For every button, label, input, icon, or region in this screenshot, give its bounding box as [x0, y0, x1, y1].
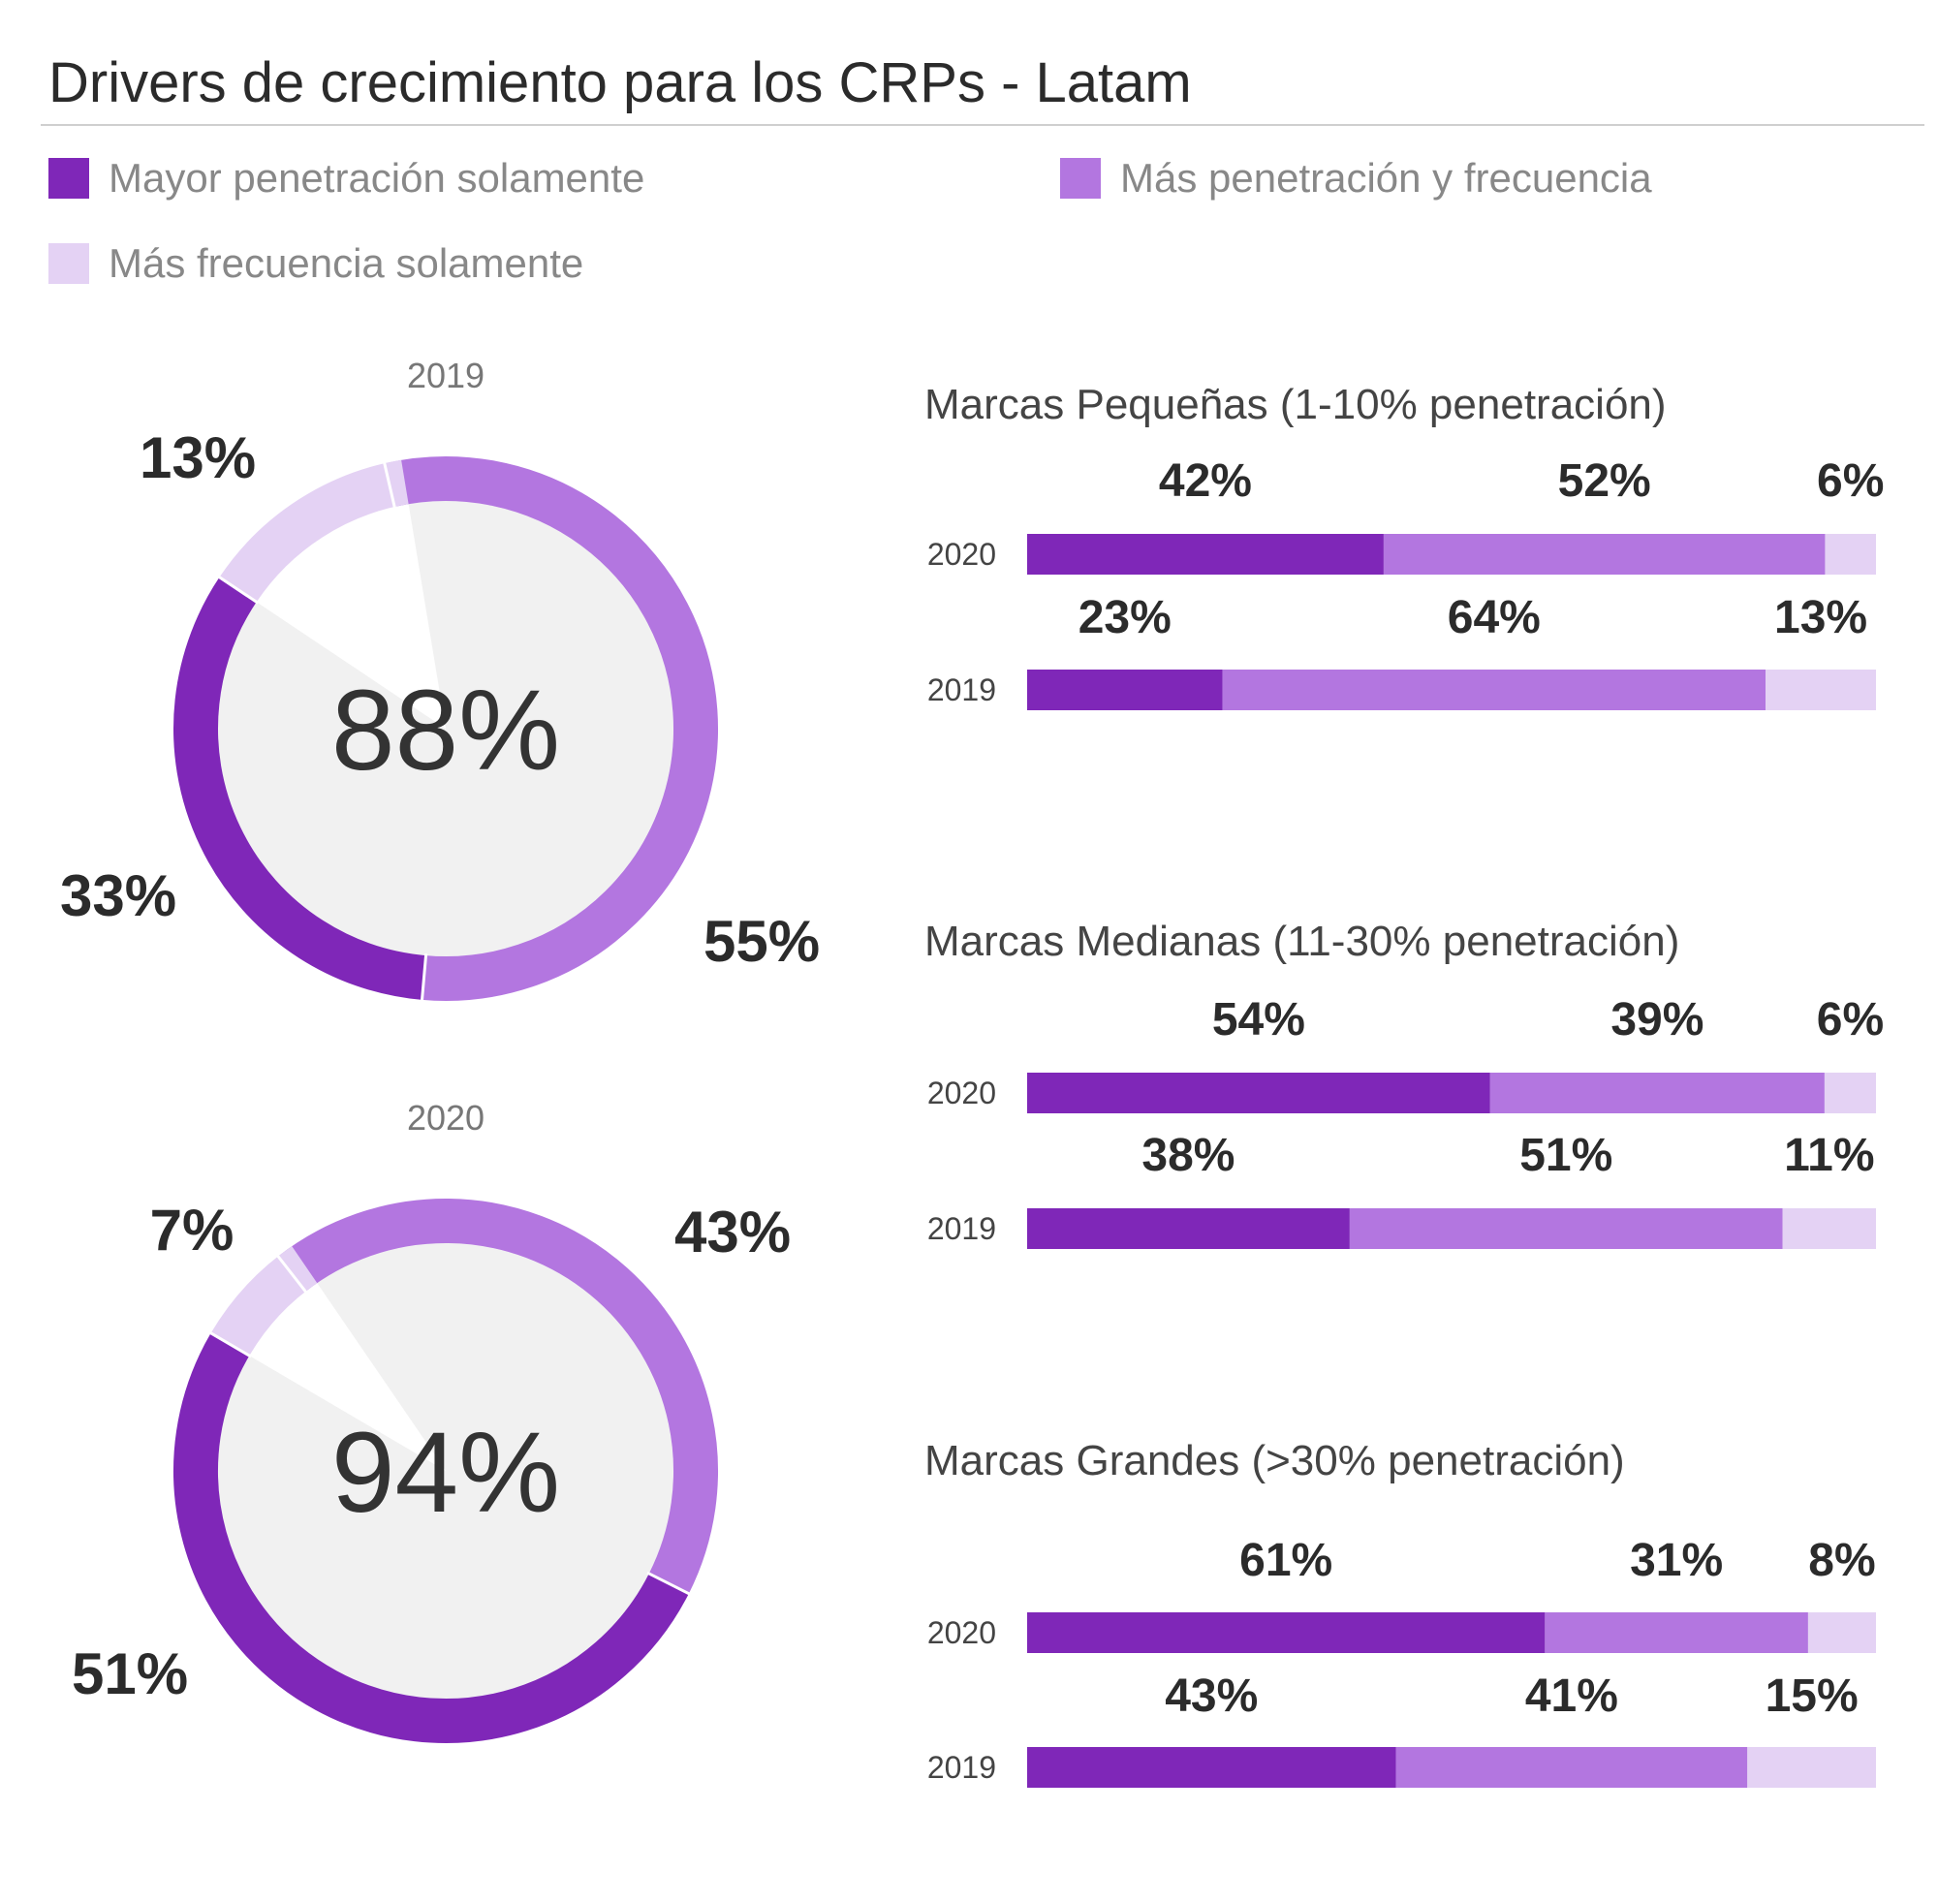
bar-segment	[1766, 670, 1876, 710]
bar-segment	[1027, 1073, 1490, 1113]
bar-value-label: 61%	[1239, 1535, 1332, 1586]
donut-year-label: 2020	[407, 1098, 484, 1138]
donut-separator	[420, 952, 428, 1003]
donut-slice-label: 43%	[674, 1200, 791, 1264]
bar-row-year: 2020	[927, 537, 996, 572]
bar-segment	[1027, 670, 1223, 710]
bar-segment	[1027, 1612, 1546, 1653]
bar-value-label: 64%	[1448, 592, 1541, 643]
chart-title: Drivers de crecimiento para los CRPs - L…	[48, 51, 1192, 114]
donut-separator	[382, 460, 397, 510]
bar-value-label: 38%	[1141, 1130, 1235, 1181]
bar-value-label: 13%	[1774, 592, 1867, 643]
donut-slice	[173, 1332, 689, 1743]
donut-slice-label: 55%	[703, 909, 820, 974]
bar-value-label: 15%	[1766, 1670, 1859, 1722]
donut-slice-label: 33%	[60, 863, 176, 928]
bar-row-year: 2019	[927, 1750, 996, 1785]
donut-2020: 2020 94% 51% 43% 7%	[72, 1098, 791, 1743]
legend-swatch	[48, 158, 89, 199]
bar-segment	[1747, 1747, 1876, 1788]
donut-slice-label: 13%	[140, 425, 256, 490]
bar-segment	[1395, 1747, 1748, 1788]
bar-row-year: 2019	[927, 672, 996, 707]
legend-swatch	[48, 243, 89, 284]
legend-item-penetracion-y-frecuencia: Más penetración y frecuencia	[1060, 155, 1652, 202]
donut-year-label: 2019	[407, 356, 484, 395]
donut-center-value: 88%	[331, 667, 560, 795]
donut-slice	[173, 577, 426, 1000]
bar-segment	[1545, 1612, 1808, 1653]
bar-segment	[1825, 534, 1876, 575]
bar-group: Marcas Medianas (11-30% penetración) 2020…	[924, 918, 1884, 1249]
bar-value-label: 31%	[1630, 1535, 1723, 1586]
bar-segment	[1782, 1208, 1876, 1249]
legend-item-mayor-penetracion: Mayor penetración solamente	[48, 155, 644, 202]
bar-value-label: 54%	[1212, 994, 1305, 1046]
donut-separator	[216, 575, 260, 605]
donut-2019: 2019 88% 33% 55% 13%	[60, 356, 820, 1003]
legend-label: Mayor penetración solamente	[109, 155, 645, 201]
bar-row-year: 2019	[927, 1211, 996, 1246]
bar-value-label: 41%	[1525, 1670, 1618, 1722]
bar-group-title: Marcas Grandes (>30% penetración)	[924, 1437, 1625, 1484]
bar-segment	[1349, 1208, 1783, 1249]
bar-value-label: 11%	[1784, 1130, 1874, 1181]
bar-group-title: Marcas Pequeñas (1-10% penetración)	[924, 381, 1667, 428]
bar-row-year: 2020	[927, 1076, 996, 1110]
bar-group: Marcas Grandes (>30% penetración) 2020 61%…	[924, 1437, 1876, 1788]
donut-slice	[219, 459, 409, 603]
donut-slice-label: 7%	[150, 1198, 234, 1263]
bar-group: Marcas Pequeñas (1-10% penetración) 2020 4…	[924, 381, 1884, 710]
title-divider	[41, 124, 1924, 126]
bar-value-label: 52%	[1558, 455, 1651, 507]
bar-segment	[1824, 1073, 1876, 1113]
donut-separator	[275, 1254, 308, 1295]
bar-value-label: 51%	[1519, 1130, 1612, 1181]
bar-segment	[1027, 534, 1384, 575]
legend-label: Más frecuencia solamente	[109, 240, 584, 286]
bar-value-label: 39%	[1610, 994, 1704, 1046]
legend-label: Más penetración y frecuencia	[1120, 155, 1652, 201]
bar-value-label: 42%	[1159, 455, 1252, 507]
bar-row-year: 2020	[927, 1615, 996, 1650]
donut-slice	[210, 1246, 318, 1357]
legend-item-mas-frecuencia: Más frecuencia solamente	[48, 240, 583, 287]
bar-value-label: 43%	[1165, 1670, 1258, 1722]
bar-segment	[1383, 534, 1826, 575]
bar-segment	[1807, 1612, 1876, 1653]
donut-slice	[384, 456, 718, 1001]
bar-value-label: 8%	[1808, 1535, 1875, 1586]
bar-value-label: 6%	[1817, 994, 1884, 1046]
bar-segment	[1027, 1747, 1396, 1788]
donut-inner-gap	[256, 504, 446, 729]
bar-segment	[1027, 1208, 1350, 1249]
bar-value-label: 23%	[1078, 592, 1172, 643]
donut-separator	[646, 1571, 692, 1596]
donut-slice	[278, 1198, 718, 1594]
donut-center-value: 94%	[331, 1409, 560, 1537]
bar-value-label: 6%	[1817, 455, 1884, 507]
donut-inner-gap	[249, 1283, 446, 1471]
bar-group-title: Marcas Medianas (11-30% penetración)	[924, 918, 1679, 965]
donut-slice-label: 51%	[72, 1641, 188, 1706]
legend-swatch	[1060, 158, 1101, 199]
bar-segment	[1222, 670, 1766, 710]
bar-segment	[1489, 1073, 1825, 1113]
donut-separator	[208, 1330, 252, 1358]
